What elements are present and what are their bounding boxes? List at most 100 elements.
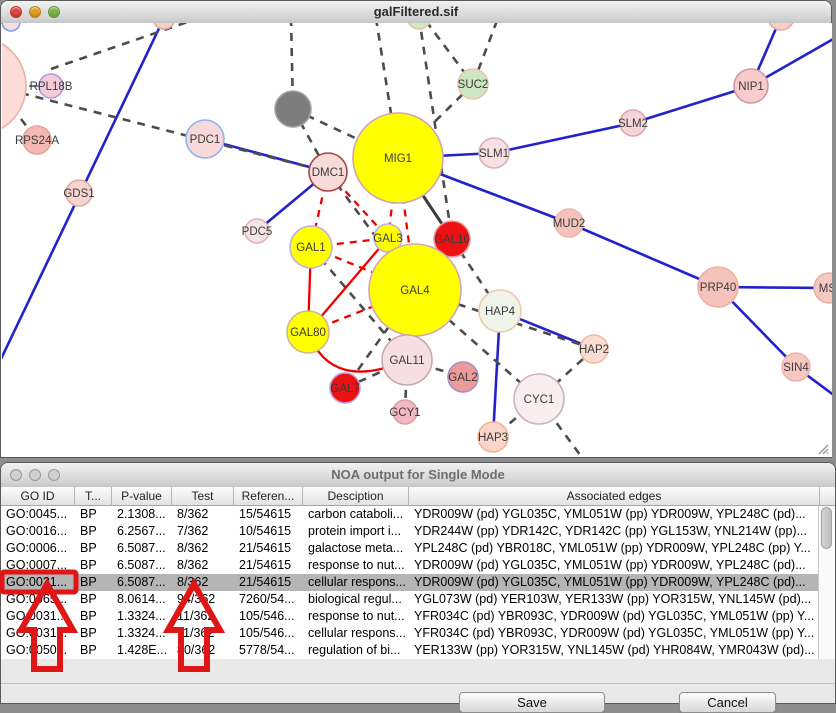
cell-edges: YPL248C (pd) YBR018C, YML051W (pp) YDR00…: [414, 541, 811, 555]
save-button[interactable]: Save: [459, 692, 605, 713]
graph-node-label: GAL7: [330, 383, 359, 395]
zoom-button[interactable]: [48, 6, 60, 18]
column-header-test[interactable]: Test: [172, 487, 234, 506]
graph-node[interactable]: [2, 37, 27, 135]
graph-node-GAL7[interactable]: [329, 372, 361, 404]
graph-node[interactable]: [274, 90, 312, 128]
graph-node-SLM2[interactable]: [619, 109, 647, 137]
table-row[interactable]: GO:0045... BP 2.1308... 8/362 15/54615 carbon…: [1, 506, 818, 523]
network-graph[interactable]: RPL18B RPS24A GDS1 PDC1 DMC1 MIG1 SUC2 SLM1 SLM2…: [2, 23, 832, 457]
graph-edge[interactable]: [471, 23, 498, 85]
zoom-button-inactive[interactable]: [48, 469, 60, 481]
graph-node-label: MIG1: [384, 153, 412, 165]
graph-node-SUC2[interactable]: [457, 68, 489, 100]
graph-node-HAP4[interactable]: [478, 289, 522, 333]
column-header-associated-edges[interactable]: Associated edges: [409, 487, 820, 506]
graph-edge[interactable]: [493, 121, 634, 155]
cell-reference: 21/54615: [239, 558, 292, 572]
cell-test: 8/362: [177, 558, 209, 572]
column-header-referen[interactable]: Referen...: [234, 487, 303, 506]
table-row[interactable]: GO:0050... BP 1.428E... 80/362 5778/54... reg…: [1, 642, 818, 659]
graph-node-MSI[interactable]: [813, 272, 832, 304]
table-row[interactable]: GO:0031... BP 1.3324... 11/362 105/546... cel…: [1, 625, 818, 642]
table-row[interactable]: GO:0007... BP 6.5087... 8/362 21/54615 respon…: [1, 557, 818, 574]
graph-edge[interactable]: [537, 398, 586, 457]
graph-node-PDC1[interactable]: [185, 119, 225, 159]
graph-node-label: GAL2: [448, 372, 477, 384]
graph-node-GCY1[interactable]: [392, 399, 418, 425]
network-window-titlebar[interactable]: galFiltered.sif: [1, 1, 831, 24]
cell-description: cellular respons...: [308, 626, 406, 640]
graph-edge[interactable]: [632, 84, 752, 125]
graph-node-label: DMC1: [312, 167, 345, 179]
graph-node-GAL1[interactable]: [289, 225, 333, 269]
cell-edges: YFR034C (pd) YBR093C, YDR009W (pd) YGL03…: [414, 626, 815, 640]
cell-type: BP: [80, 643, 97, 657]
cancel-button[interactable]: Cancel: [679, 692, 776, 713]
cell-description: regulation of bi...: [308, 643, 401, 657]
table-row-selected[interactable]: GO:0031... BP 6.5087... 8/362 21/54615 cellul…: [1, 574, 818, 591]
graph-edge[interactable]: [344, 358, 408, 390]
graph-edge[interactable]: [418, 23, 454, 240]
table-row[interactable]: GO:0016... BP 6.2567... 7/362 10/54615 protei…: [1, 523, 818, 540]
scrollbar-thumb[interactable]: [821, 507, 832, 549]
vertical-scrollbar[interactable]: [818, 506, 833, 659]
graph-edge[interactable]: [414, 289, 540, 400]
graph-node-label: MUD2: [553, 218, 586, 230]
graph-node-label: GAL10: [434, 234, 470, 246]
cell-test: 8/362: [177, 575, 209, 589]
graph-node-label: GDS1: [63, 188, 94, 200]
cell-go_id: GO:0007...: [6, 558, 68, 572]
column-header-go-id[interactable]: GO ID: [1, 487, 75, 506]
cell-go_id: GO:0016...: [6, 524, 68, 538]
graph-node-SIN4[interactable]: [781, 352, 811, 382]
cell-go_id: GO:0065...: [6, 592, 68, 606]
graph-node[interactable]: [407, 23, 431, 30]
close-button-inactive[interactable]: [10, 469, 22, 481]
minimize-button[interactable]: [29, 6, 41, 18]
cell-type: BP: [80, 626, 97, 640]
graph-node-label: HAP4: [485, 306, 516, 318]
graph-node[interactable]: [153, 23, 175, 30]
graph-node-GAL10[interactable]: [433, 220, 471, 258]
graph-edge[interactable]: [20, 91, 329, 174]
cell-description: protein import i...: [308, 524, 402, 538]
column-header-p-value[interactable]: P-value: [112, 487, 172, 506]
minimize-button-inactive[interactable]: [29, 469, 41, 481]
graph-node-MIG1[interactable]: [352, 112, 444, 204]
graph-edge[interactable]: [568, 221, 719, 289]
graph-node-GAL2[interactable]: [447, 361, 479, 393]
graph-node-RPL18B[interactable]: [38, 73, 64, 99]
cell-edges: YFR034C (pd) YBR093C, YDR009W (pd) YGL03…: [414, 609, 815, 623]
table-row[interactable]: GO:0006... BP 6.5087... 8/362 21/54615 galact…: [1, 540, 818, 557]
graph-node[interactable]: [2, 23, 21, 32]
table-row[interactable]: GO:0065... BP 8.0614... 94/362 7260/54... bio…: [1, 591, 818, 608]
column-header-t[interactable]: T...: [75, 487, 112, 506]
cell-type: BP: [80, 524, 97, 538]
graph-node-label: PDC5: [242, 226, 273, 238]
resize-grip[interactable]: [817, 443, 829, 455]
graph-node-GDS1[interactable]: [65, 179, 93, 207]
graph-node-NIP1[interactable]: [733, 68, 769, 104]
graph-node-SLM1[interactable]: [478, 137, 510, 169]
noa-window-titlebar[interactable]: NOA output for Single Mode: [1, 463, 835, 488]
close-button[interactable]: [10, 6, 22, 18]
graph-node-GAL80[interactable]: [286, 310, 330, 354]
table-row[interactable]: GO:0031... BP 1.3324... 11/362 105/546... res…: [1, 608, 818, 625]
graph-node-DMC1[interactable]: [308, 152, 348, 192]
cell-go_id: GO:0006...: [6, 541, 68, 555]
cell-p_value: 1.3324...: [117, 609, 166, 623]
graph-node-PDC5[interactable]: [244, 218, 270, 244]
graph-node-PRP40[interactable]: [697, 266, 739, 308]
cell-reference: 15/54615: [239, 507, 292, 521]
graph-node[interactable]: [768, 23, 794, 31]
graph-node-MUD2[interactable]: [554, 208, 584, 238]
graph-edge[interactable]: [50, 23, 199, 71]
column-header-desciption[interactable]: Desciption: [303, 487, 409, 506]
graph-node-RPS24A[interactable]: [22, 125, 52, 155]
cell-test: 11/362: [177, 626, 215, 640]
graph-node-CYC1[interactable]: [513, 373, 565, 425]
graph-node-HAP2[interactable]: [579, 334, 609, 364]
graph-node-HAP3[interactable]: [477, 421, 509, 453]
graph-node-GAL11[interactable]: [381, 334, 433, 386]
